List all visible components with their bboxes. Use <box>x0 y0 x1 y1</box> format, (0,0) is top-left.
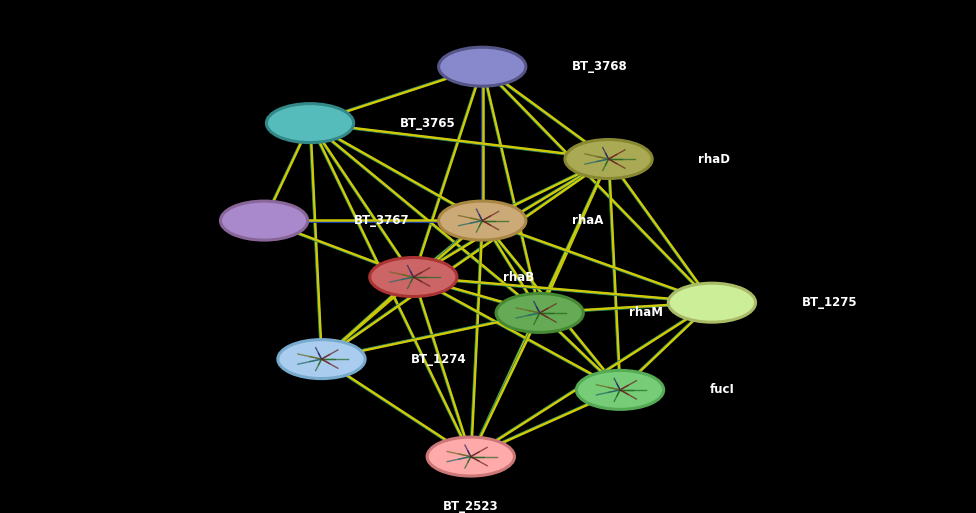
Text: fucI: fucI <box>710 383 735 397</box>
Text: BT_1274: BT_1274 <box>411 352 467 366</box>
Text: BT_1275: BT_1275 <box>801 296 857 309</box>
Circle shape <box>496 293 584 332</box>
Text: rhaB: rhaB <box>503 270 534 284</box>
Circle shape <box>438 201 526 240</box>
Text: rhaA: rhaA <box>572 214 603 227</box>
Text: BT_3765: BT_3765 <box>399 116 456 130</box>
Circle shape <box>669 283 755 322</box>
Text: rhaD: rhaD <box>698 152 730 166</box>
Text: BT_3767: BT_3767 <box>353 214 409 227</box>
Text: rhaM: rhaM <box>630 306 664 320</box>
Circle shape <box>370 258 457 297</box>
Circle shape <box>278 340 365 379</box>
Circle shape <box>427 437 514 476</box>
Circle shape <box>266 104 353 143</box>
Text: BT_3768: BT_3768 <box>572 60 628 73</box>
Circle shape <box>577 370 664 409</box>
Circle shape <box>438 47 526 86</box>
Circle shape <box>565 140 652 179</box>
Text: BT_2523: BT_2523 <box>443 500 499 513</box>
Circle shape <box>221 201 307 240</box>
